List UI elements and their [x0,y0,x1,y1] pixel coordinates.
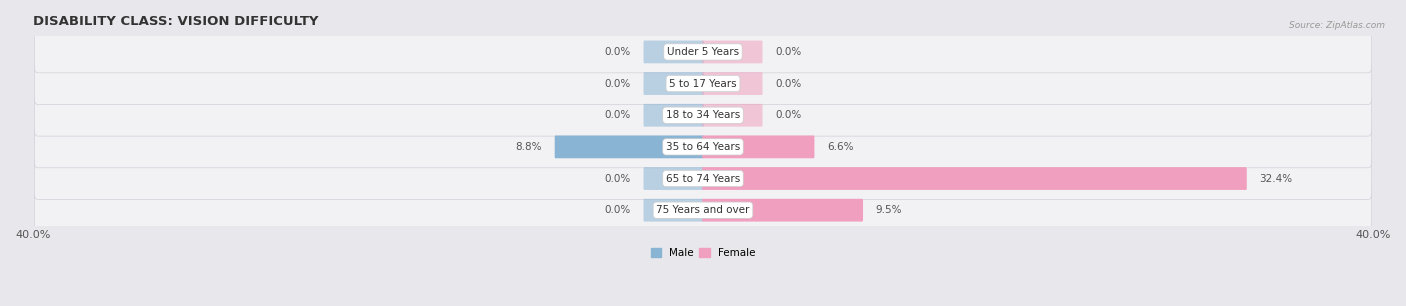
Text: 5 to 17 Years: 5 to 17 Years [669,79,737,88]
FancyBboxPatch shape [34,189,1372,231]
Text: 0.0%: 0.0% [605,47,631,57]
FancyBboxPatch shape [34,31,1372,73]
Text: 6.6%: 6.6% [827,142,853,152]
FancyBboxPatch shape [644,104,704,127]
Text: 0.0%: 0.0% [605,110,631,120]
Text: DISABILITY CLASS: VISION DIFFICULTY: DISABILITY CLASS: VISION DIFFICULTY [32,15,318,28]
FancyBboxPatch shape [555,136,704,158]
Text: 0.0%: 0.0% [775,47,801,57]
FancyBboxPatch shape [644,199,704,222]
Text: 8.8%: 8.8% [516,142,543,152]
FancyBboxPatch shape [34,158,1372,200]
Text: Under 5 Years: Under 5 Years [666,47,740,57]
Text: 18 to 34 Years: 18 to 34 Years [666,110,740,120]
FancyBboxPatch shape [644,167,704,190]
Text: 0.0%: 0.0% [605,79,631,88]
Text: 9.5%: 9.5% [876,205,903,215]
Text: 0.0%: 0.0% [605,174,631,184]
FancyBboxPatch shape [34,63,1372,104]
Text: 65 to 74 Years: 65 to 74 Years [666,174,740,184]
FancyBboxPatch shape [702,167,1247,190]
FancyBboxPatch shape [644,40,704,63]
Text: 0.0%: 0.0% [775,110,801,120]
FancyBboxPatch shape [34,94,1372,136]
FancyBboxPatch shape [702,199,863,222]
Text: Source: ZipAtlas.com: Source: ZipAtlas.com [1289,21,1385,30]
FancyBboxPatch shape [702,104,762,127]
Text: 35 to 64 Years: 35 to 64 Years [666,142,740,152]
FancyBboxPatch shape [702,136,814,158]
FancyBboxPatch shape [644,72,704,95]
Text: 32.4%: 32.4% [1260,174,1292,184]
Legend: Male, Female: Male, Female [647,244,759,263]
FancyBboxPatch shape [702,72,762,95]
FancyBboxPatch shape [702,40,762,63]
Text: 75 Years and over: 75 Years and over [657,205,749,215]
Text: 0.0%: 0.0% [605,205,631,215]
FancyBboxPatch shape [34,126,1372,168]
Text: 0.0%: 0.0% [775,79,801,88]
